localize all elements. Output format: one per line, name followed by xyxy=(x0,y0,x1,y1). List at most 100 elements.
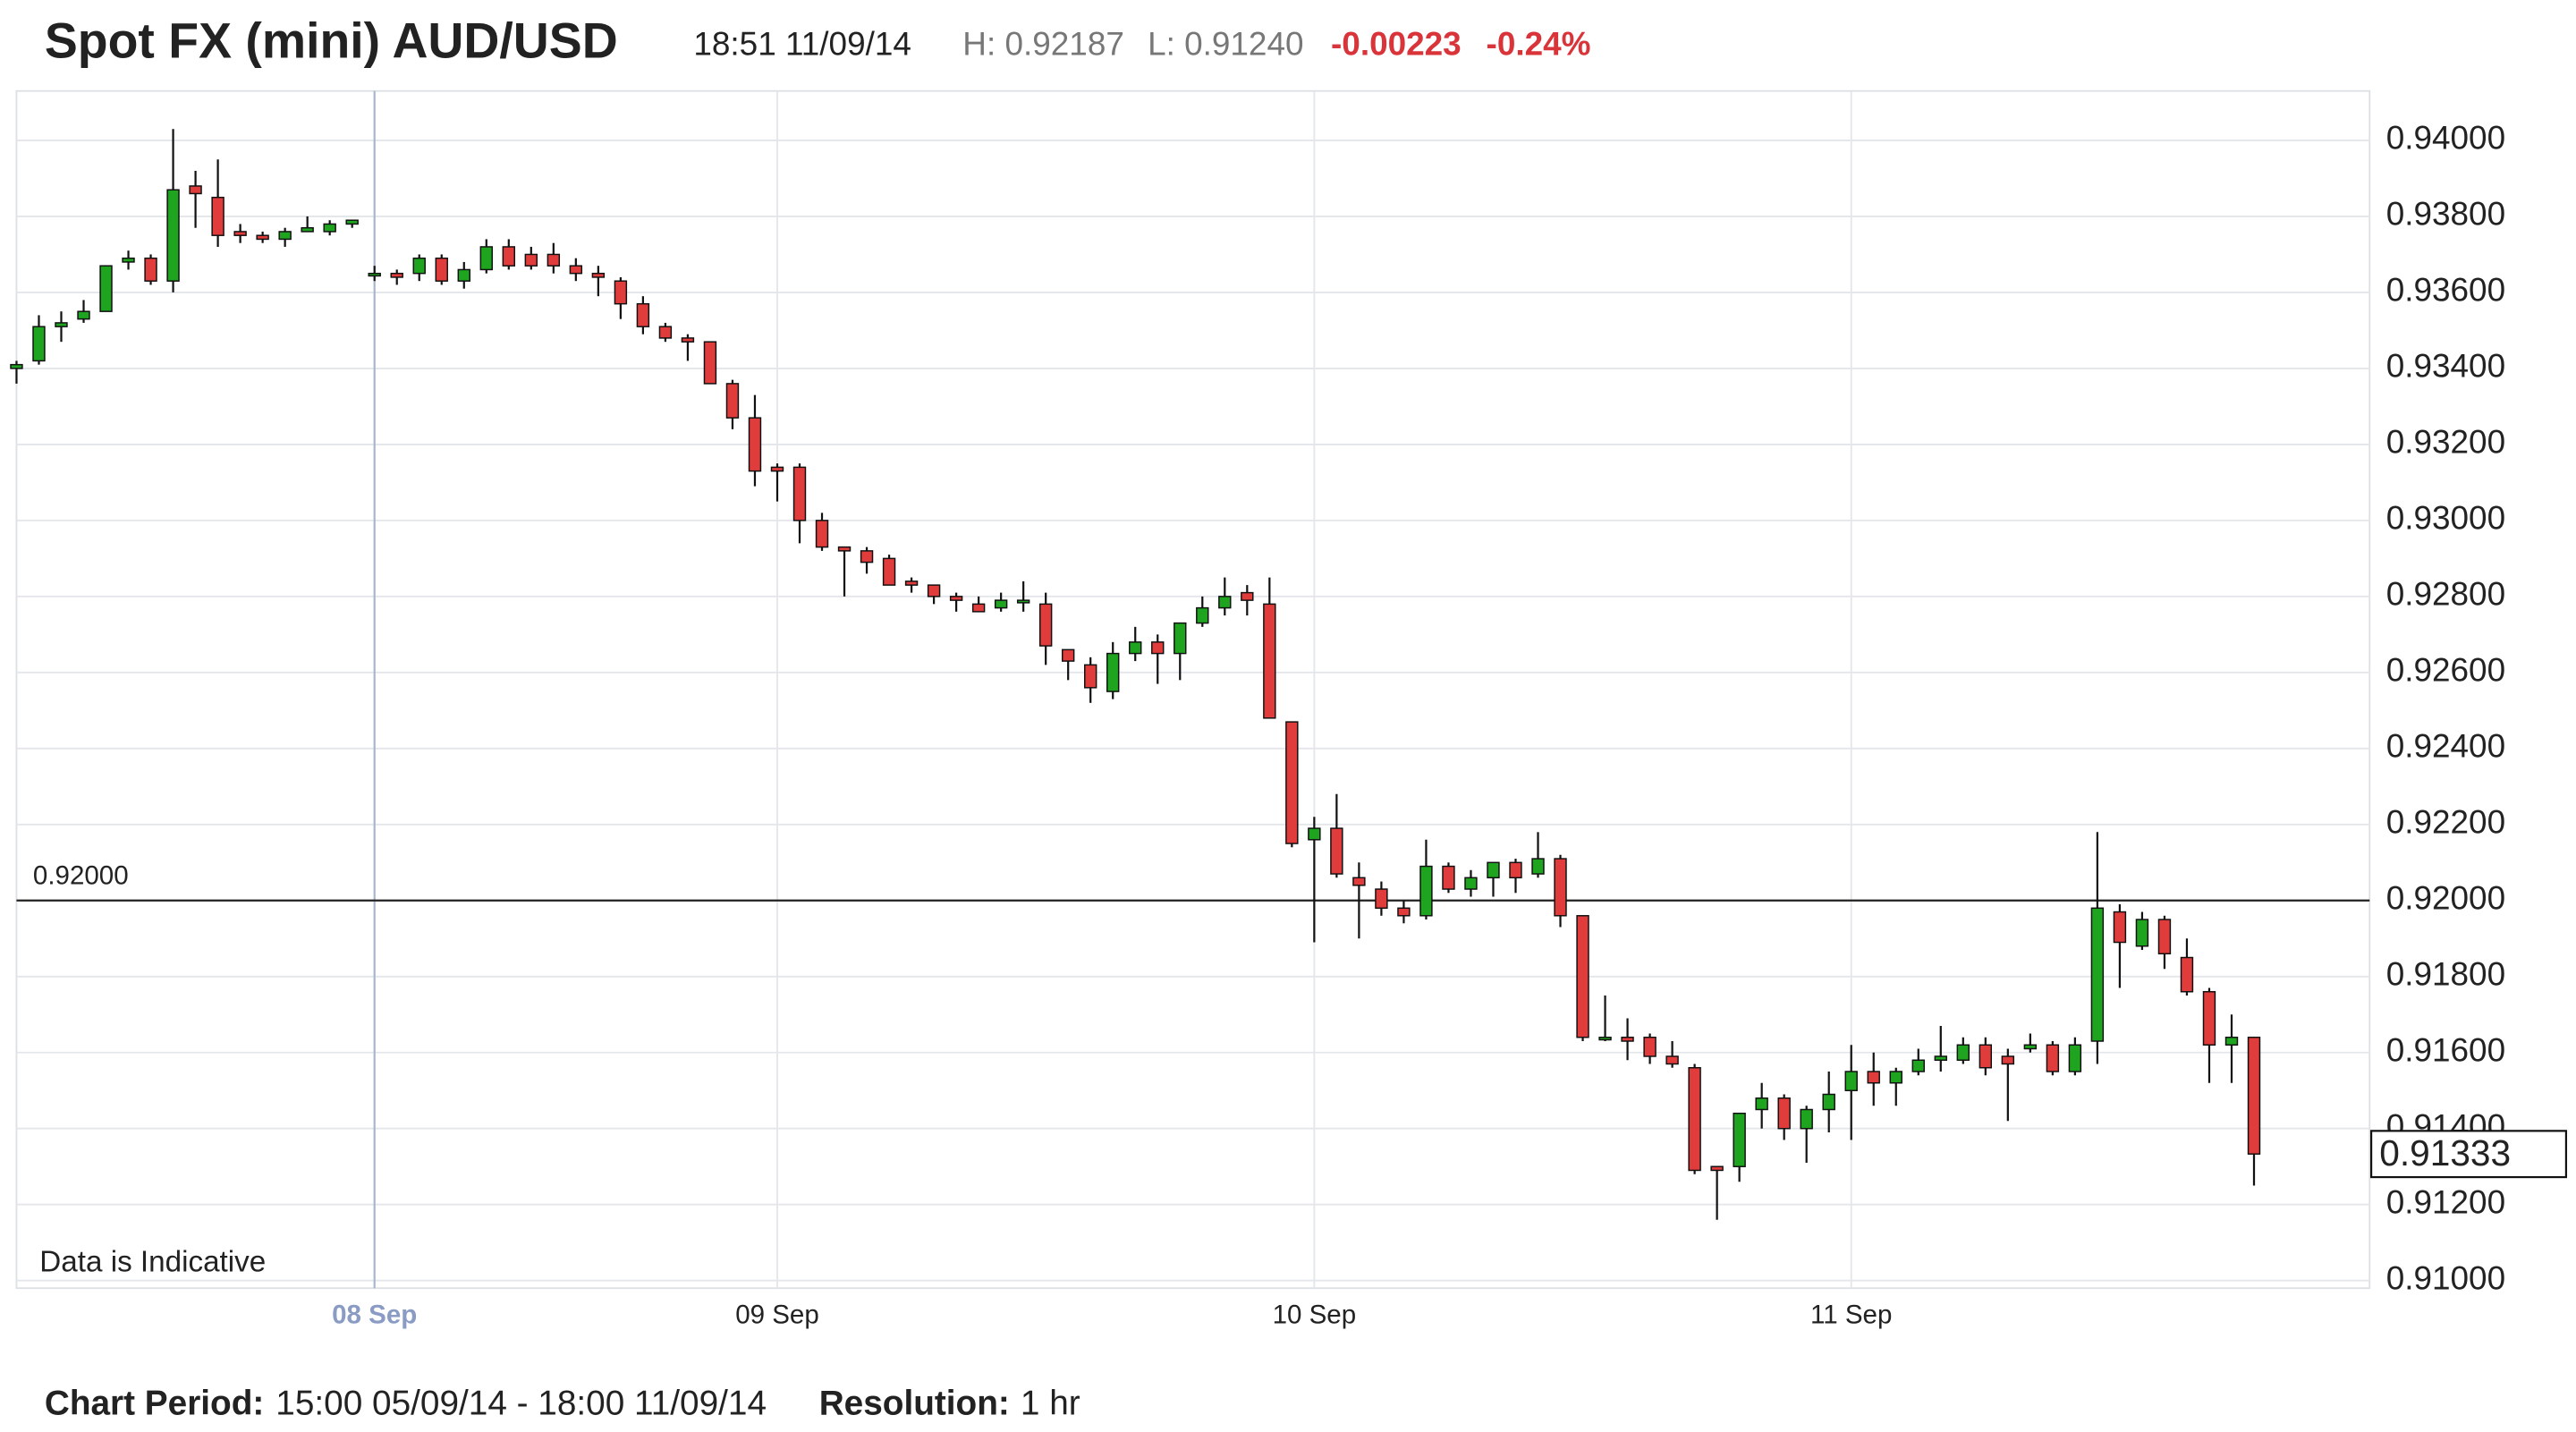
candle-body xyxy=(1822,1093,1835,1111)
candle-body xyxy=(725,383,740,419)
candle-body xyxy=(2180,956,2194,993)
candle-body xyxy=(1308,827,1321,841)
candle-body xyxy=(994,599,1008,609)
candle-body xyxy=(792,466,807,521)
candle-body xyxy=(412,257,426,275)
candle-body xyxy=(2023,1044,2038,1050)
y-tick-label: 0.92200 xyxy=(2386,804,2505,841)
candle-body xyxy=(1397,907,1411,917)
candle-body xyxy=(770,466,784,472)
y-tick-label: 0.92000 xyxy=(2386,880,2505,917)
candle-body xyxy=(860,550,874,563)
candle-body xyxy=(1487,861,1500,879)
candle-body xyxy=(368,272,381,277)
y-tick-label: 0.93800 xyxy=(2386,196,2505,233)
candle-body xyxy=(1330,827,1343,875)
candle-body xyxy=(502,246,516,267)
candle-body xyxy=(2202,991,2216,1046)
y-tick-label: 0.91000 xyxy=(2386,1259,2505,1296)
candle-body xyxy=(2001,1055,2015,1065)
candle-body xyxy=(1464,877,1478,890)
x-tick-label: 09 Sep xyxy=(735,1300,819,1329)
change-pct: -0.24% xyxy=(1487,26,1591,63)
candle-body xyxy=(524,253,538,267)
candle-body xyxy=(55,322,68,327)
candle-body xyxy=(1956,1044,1970,1061)
candle-body xyxy=(2068,1044,2082,1072)
footer-label: Resolution: xyxy=(819,1385,1010,1423)
candle-body xyxy=(278,231,292,241)
candle-body xyxy=(1911,1059,1925,1072)
candle-body xyxy=(189,185,202,195)
candle-body xyxy=(2157,919,2172,955)
candle-body xyxy=(1419,865,1433,917)
candle-body xyxy=(1576,915,1589,1038)
y-tick-label: 0.91200 xyxy=(2386,1183,2505,1220)
candle-body xyxy=(1196,606,1209,624)
candle-body xyxy=(904,580,919,586)
candle-body xyxy=(1106,652,1120,692)
candle-body xyxy=(1509,861,1522,879)
x-tick-label: 11 Sep xyxy=(1810,1300,1892,1329)
last-price-box xyxy=(2369,1130,2568,1179)
candle-body xyxy=(1263,603,1276,719)
candle-body xyxy=(1218,596,1232,609)
candle-body xyxy=(256,234,269,241)
x-tick-label: 10 Sep xyxy=(1273,1300,1357,1329)
candle-body xyxy=(1710,1165,1724,1172)
y-tick-label: 0.92800 xyxy=(2386,576,2505,613)
candle-body xyxy=(2224,1037,2239,1046)
candle-body xyxy=(1800,1108,1813,1130)
y-tick-label: 0.94000 xyxy=(2386,120,2505,157)
plot-area xyxy=(15,89,2371,1290)
footer-value: 15:00 05/09/14 - 18:00 11/09/14 xyxy=(275,1385,767,1423)
change: -0.00223 xyxy=(1331,26,1462,63)
candle-body xyxy=(1241,591,1254,601)
candle-body xyxy=(99,265,113,312)
candle-body xyxy=(815,520,829,548)
candle-body xyxy=(703,341,717,385)
candle-body xyxy=(1061,648,1075,662)
candle-body xyxy=(1755,1097,1768,1111)
candle-body xyxy=(748,417,762,472)
candle-body xyxy=(2090,907,2105,1042)
last-price-label: 0.91333 xyxy=(2379,1132,2511,1174)
candle-body xyxy=(2135,919,2149,947)
candle-body xyxy=(547,253,561,267)
candle-body xyxy=(144,257,157,282)
quote-time: 18:51 11/09/14 xyxy=(693,26,911,63)
footer-label: Chart Period: xyxy=(45,1385,264,1423)
candle-body xyxy=(345,219,359,225)
candle-body xyxy=(10,363,23,369)
y-tick-label: 0.93200 xyxy=(2386,424,2505,461)
annotation: Data is Indicative xyxy=(39,1245,266,1278)
candle-body xyxy=(1688,1067,1701,1172)
candle-body xyxy=(1151,641,1165,655)
candle-body xyxy=(1889,1071,1902,1084)
candle-body xyxy=(122,257,135,263)
candle-body xyxy=(1038,603,1053,647)
candle-body xyxy=(882,557,896,586)
candle-body xyxy=(1016,599,1030,604)
candle-body xyxy=(1598,1037,1612,1041)
candle-body xyxy=(1375,888,1388,910)
candle-body xyxy=(390,272,403,278)
candle-body xyxy=(949,596,963,601)
candle-body xyxy=(681,337,695,343)
candle-body xyxy=(2046,1044,2060,1072)
session-low: L: 0.91240 xyxy=(1148,26,1303,63)
candle-body xyxy=(1867,1071,1880,1084)
y-tick-label: 0.93400 xyxy=(2386,348,2505,385)
candle-body xyxy=(2113,911,2127,944)
candle-body xyxy=(1442,865,1455,890)
candle-body xyxy=(457,268,470,282)
candle-body xyxy=(1129,641,1142,655)
candle-body xyxy=(1777,1097,1791,1130)
candle-body xyxy=(1643,1037,1657,1057)
candle-body xyxy=(1733,1112,1746,1167)
candle-body xyxy=(32,326,46,362)
candle-body xyxy=(1621,1037,1634,1042)
candle-body xyxy=(2247,1037,2261,1155)
